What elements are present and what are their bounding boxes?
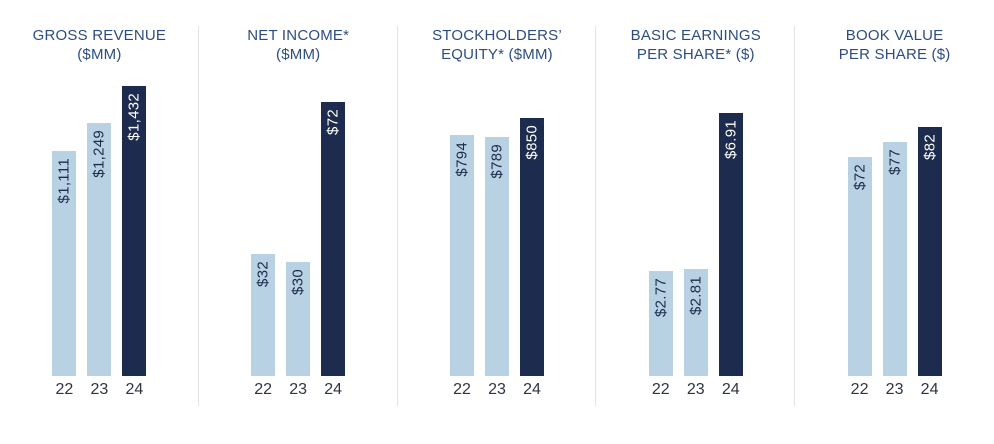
chart-title: STOCKHOLDERS’ EQUITY* ($MM) <box>398 26 597 64</box>
bar-value-label: $32 <box>254 261 272 287</box>
panel-divider <box>794 26 796 406</box>
chart-title-line1: BOOK VALUE <box>845 27 944 44</box>
bar-value-label: $30 <box>289 269 307 295</box>
bar-value-label: $850 <box>523 125 541 160</box>
year-label: 23 <box>488 381 506 398</box>
year-label: 23 <box>885 381 904 398</box>
bar-value-label: $2.81 <box>687 276 705 316</box>
chart-title-line2: PER SHARE ($) <box>838 46 951 63</box>
bar-value-label: $77 <box>886 149 904 175</box>
chart-title-line2: EQUITY* ($MM) <box>441 46 553 63</box>
bar-24: $1,432 <box>122 86 147 376</box>
year-label: 24 <box>523 381 541 398</box>
chart-panel-book-value: BOOK VALUE PER SHARE ($) $72 $77 $82 22 23… <box>795 0 994 444</box>
year-label: 22 <box>55 381 74 398</box>
chart-panel-basic-eps: BASIC EARNINGS PER SHARE* ($) $2.77 $2.81… <box>596 0 796 444</box>
chart-title: BOOK VALUE PER SHARE ($) <box>795 26 994 64</box>
chart-title-line2: ($MM) <box>276 46 321 63</box>
bar-group: $72 $77 $82 <box>795 76 994 376</box>
bar-22: $794 <box>449 135 474 376</box>
chart-title-line2: PER SHARE* ($) <box>636 46 755 63</box>
chart-title: NET INCOME* ($MM) <box>199 26 398 64</box>
bar-24: $6.91 <box>718 113 743 376</box>
bar-value-label: $72 <box>851 164 869 190</box>
year-label: 22 <box>254 381 273 398</box>
year-label: 22 <box>453 381 471 398</box>
bar-23: $77 <box>882 142 907 376</box>
bar-23: $1,249 <box>87 123 112 376</box>
bar-value-label: $2.77 <box>652 278 670 318</box>
bar-23: $2.81 <box>683 269 708 376</box>
chart-panel-gross-revenue: GROSS REVENUE ($MM) $1,111 $1,249 $1,432 2… <box>0 0 199 444</box>
year-label: 23 <box>90 381 109 398</box>
bar-value-label: $794 <box>453 142 471 177</box>
x-axis-labels: 22 23 24 <box>795 381 994 399</box>
year-label: 22 <box>850 381 869 398</box>
chart-panel-stockholders-equity: STOCKHOLDERS’ EQUITY* ($MM) $794 $789 $850… <box>398 0 597 444</box>
chart-title-line2: ($MM) <box>77 46 122 63</box>
bar-24: $82 <box>917 127 942 376</box>
bar-group: $32 $30 $72 <box>199 76 398 376</box>
x-axis-labels: 22 23 24 <box>398 381 597 399</box>
year-label: 23 <box>686 381 705 398</box>
bar-24: $850 <box>519 118 544 376</box>
year-label: 23 <box>289 381 308 398</box>
panel-divider <box>197 26 199 406</box>
chart-title-line1: BASIC EARNINGS <box>630 27 761 44</box>
year-label: 22 <box>651 381 670 398</box>
chart-title: GROSS REVENUE ($MM) <box>0 26 199 64</box>
bar-value-label: $6.91 <box>722 120 740 160</box>
bar-value-label: $789 <box>488 144 506 179</box>
year-label: 24 <box>324 381 343 398</box>
bar-group: $794 $789 $850 <box>398 76 597 376</box>
chart-panel-net-income: NET INCOME* ($MM) $32 $30 $72 22 23 24 <box>199 0 398 444</box>
bar-24: $72 <box>321 102 346 376</box>
chart-title-line1: STOCKHOLDERS’ <box>432 27 562 44</box>
year-label: 24 <box>125 381 144 398</box>
year-label: 24 <box>721 381 740 398</box>
bar-23: $30 <box>286 262 311 376</box>
bar-22: $72 <box>847 157 872 376</box>
panel-divider <box>595 26 597 406</box>
bar-value-label: $1,249 <box>90 130 108 178</box>
panel-divider <box>396 26 398 406</box>
year-label: 24 <box>920 381 939 398</box>
x-axis-labels: 22 23 24 <box>596 381 795 399</box>
chart-title-line1: GROSS REVENUE <box>32 27 167 44</box>
bar-group: $2.77 $2.81 $6.91 <box>596 76 795 376</box>
x-axis-labels: 22 23 24 <box>199 381 398 399</box>
bar-22: $1,111 <box>52 151 77 376</box>
bar-value-label: $72 <box>324 109 342 135</box>
bar-23: $789 <box>484 137 509 376</box>
bar-value-label: $1,111 <box>55 158 73 204</box>
bar-group: $1,111 $1,249 $1,432 <box>0 76 199 376</box>
bar-22: $32 <box>251 254 276 376</box>
bar-22: $2.77 <box>648 271 673 376</box>
chart-title-line1: NET INCOME* <box>247 27 350 44</box>
x-axis-labels: 22 23 24 <box>0 381 199 399</box>
chart-title: BASIC EARNINGS PER SHARE* ($) <box>596 26 795 64</box>
bar-value-label: $1,432 <box>125 93 143 141</box>
bar-value-label: $82 <box>921 134 939 160</box>
